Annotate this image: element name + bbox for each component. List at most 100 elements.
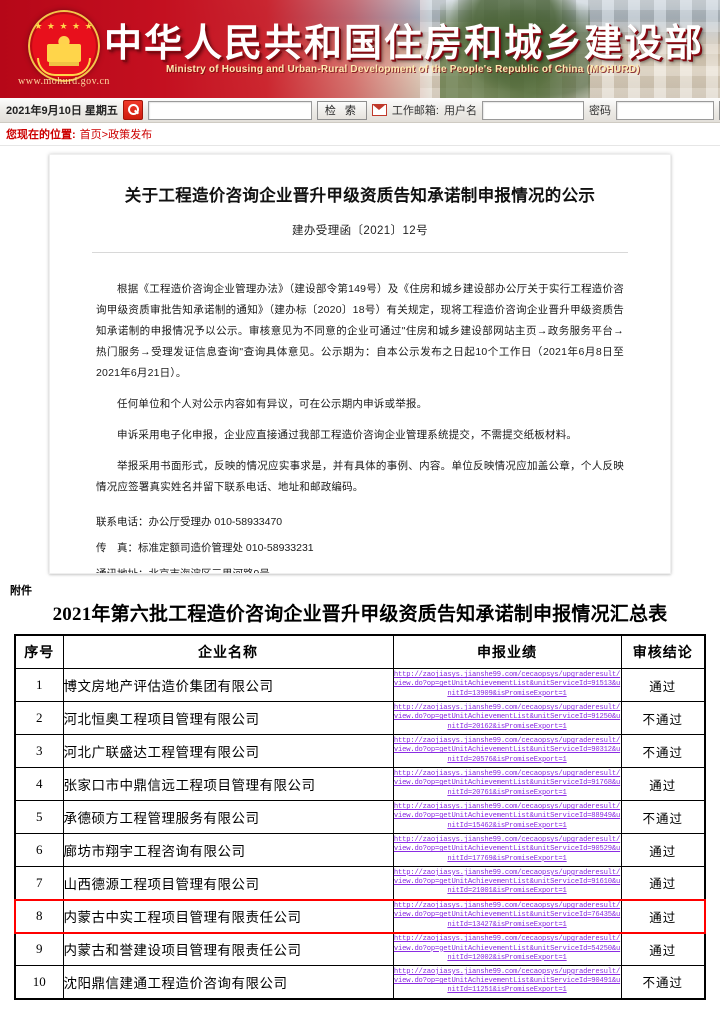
row-index-cell: 3	[14, 734, 64, 768]
magnifier-icon[interactable]	[122, 100, 143, 120]
document-paragraph-3: 申诉采用电子化申报，企业应直接通过我部工程造价咨询企业管理系统提交，不需提交纸板…	[117, 429, 578, 442]
performance-cell: http://zaojiasys.jianshe99.com/cecaopsys…	[392, 734, 622, 768]
column-header-performance: 申报业绩	[392, 634, 622, 669]
company-name-cell: 山西德源工程项目管理有限公司	[62, 866, 394, 900]
performance-link[interactable]: http://zaojiasys.jianshe99.com/cecaopsys…	[393, 671, 621, 698]
performance-cell: http://zaojiasys.jianshe99.com/cecaopsys…	[392, 800, 622, 834]
table-row: 4 张家口市中鼎信远工程项目管理有限公司 http://zaojiasys.jian…	[14, 767, 706, 801]
performance-link[interactable]: http://zaojiasys.jianshe99.com/cecaopsys…	[393, 803, 621, 830]
summary-table-body: 1 博文房地产评估造价集团有限公司 http://zaojiasys.jianshe…	[14, 668, 706, 999]
username-label: 用户名	[443, 105, 477, 117]
current-date-label: 2021年9月10日 星期五	[6, 105, 118, 117]
contact-phone: 联系电话：办公厅受理办 010-58933470	[96, 516, 283, 529]
summary-table: 序号 企业名称 申报业绩 审核结论 1 博文房地产评估造价集团有限公司 http:/…	[14, 634, 706, 1000]
document-number: 建办受理函〔2021〕12号	[292, 225, 428, 238]
performance-link[interactable]: http://zaojiasys.jianshe99.com/cecaopsys…	[393, 868, 621, 896]
emblem-wheat	[37, 58, 91, 76]
review-result-cell: 不通过	[620, 965, 706, 999]
search-button[interactable]: 检 索	[316, 100, 367, 120]
breadcrumb-label: 您现在的位置:	[6, 129, 76, 141]
review-result-cell: 通过	[620, 898, 706, 934]
search-input[interactable]	[147, 100, 312, 120]
table-row: 7 山西德源工程项目管理有限公司 http://zaojiasys.jianshe9…	[14, 866, 706, 900]
emblem-stars: ★ ★ ★ ★ ★	[34, 21, 94, 31]
document-title: 关于工程造价咨询企业晋升甲级资质告知承诺制申报情况的公示	[124, 186, 596, 205]
review-result-cell: 通过	[620, 668, 706, 702]
banner-title-chinese: 中华人民共和国住房和城乡建设部	[104, 21, 705, 65]
performance-cell: http://zaojiasys.jianshe99.com/cecaopsys…	[392, 668, 622, 702]
performance-cell: http://zaojiasys.jianshe99.com/cecaopsys…	[392, 898, 622, 934]
row-index-cell: 4	[14, 767, 64, 801]
table-header-row: 序号 企业名称 申报业绩 审核结论	[14, 634, 706, 669]
username-input[interactable]	[481, 100, 584, 120]
performance-link[interactable]: http://zaojiasys.jianshe99.com/cecaopsys…	[393, 704, 621, 731]
performance-cell: http://zaojiasys.jianshe99.com/cecaopsys…	[392, 965, 622, 999]
performance-link[interactable]: http://zaojiasys.jianshe99.com/cecaopsys…	[393, 770, 621, 797]
password-label: 密码	[588, 105, 611, 117]
contact-fax: 传 真：标准定额司造价管理处 010-58933231	[96, 542, 314, 555]
document-paragraph-1: 根据《工程造价咨询企业管理办法》（建设部令第149号）及《住房和城乡建设部办公厅…	[96, 283, 624, 380]
performance-cell: http://zaojiasys.jianshe99.com/cecaopsys…	[392, 932, 622, 966]
table-row: 8 内蒙古中实工程项目管理有限责任公司 http://zaojiasys.jians…	[14, 898, 706, 934]
review-result-cell: 通过	[620, 866, 706, 900]
performance-link[interactable]: http://zaojiasys.jianshe99.com/cecaopsys…	[393, 902, 621, 929]
site-banner: ★ ★ ★ ★ ★ www.mohurd.gov.cn 中华人民共和国住房和城乡…	[0, 0, 720, 98]
mail-icon	[371, 104, 387, 116]
top-utility-bar: 2021年9月10日 星期五 检 索 工作邮箱: 用户名 密码 登录 ↑ 设为首…	[0, 98, 720, 123]
table-row: 2 河北恒奥工程项目管理有限公司 http://zaojiasys.jianshe9…	[14, 701, 706, 735]
breadcrumb: 您现在的位置: 首页>政策发布	[0, 123, 720, 146]
review-result-cell: 不通过	[620, 800, 706, 834]
table-row: 1 博文房地产评估造价集团有限公司 http://zaojiasys.jianshe…	[14, 668, 706, 702]
table-row: 9 内蒙古和誉建设项目管理有限责任公司 http://zaojiasys.jians…	[14, 932, 706, 966]
contact-address: 通讯地址：北京市海淀区三里河路9号	[96, 564, 624, 573]
row-index-cell: 9	[14, 932, 64, 966]
document-body: 根据《工程造价咨询企业管理办法》（建设部令第149号）及《住房和城乡建设部办公厅…	[96, 279, 624, 498]
row-index-cell: 1	[14, 668, 64, 702]
performance-cell: http://zaojiasys.jianshe99.com/cecaopsys…	[392, 767, 622, 801]
company-name-cell: 承德硕方工程管理服务有限公司	[62, 800, 394, 834]
company-name-cell: 沈阳鼎信建通工程造价咨询有限公司	[62, 965, 394, 999]
performance-link[interactable]: http://zaojiasys.jianshe99.com/cecaopsys…	[393, 836, 621, 863]
column-header-name: 企业名称	[62, 634, 394, 669]
row-index-cell: 10	[14, 965, 64, 999]
review-result-cell: 通过	[620, 833, 706, 867]
performance-link[interactable]: http://zaojiasys.jianshe99.com/cecaopsys…	[393, 737, 621, 764]
attachment-title: 2021年第六批工程造价咨询企业晋升甲级资质告知承诺制申报情况汇总表	[52, 604, 668, 625]
attachment-label: 附件	[10, 585, 32, 597]
document-divider	[92, 252, 628, 254]
table-row: 10 沈阳鼎信建通工程造价咨询有限公司 http://zaojiasys.jians…	[14, 965, 706, 999]
banner-title-english: Ministry of Housing and Urban-Rural Deve…	[166, 64, 640, 75]
national-emblem-icon: ★ ★ ★ ★ ★	[28, 10, 100, 82]
review-result-cell: 不通过	[620, 701, 706, 735]
performance-cell: http://zaojiasys.jianshe99.com/cecaopsys…	[392, 866, 622, 900]
company-name-cell: 内蒙古中实工程项目管理有限责任公司	[62, 898, 394, 934]
company-name-cell: 河北广联盛达工程管理有限公司	[62, 734, 394, 768]
review-result-cell: 通过	[620, 767, 706, 801]
work-mail-label: 工作邮箱:	[391, 105, 439, 117]
company-name-cell: 廊坊市翔宇工程咨询有限公司	[62, 833, 394, 867]
table-row: 3 河北广联盛达工程管理有限公司 http://zaojiasys.jianshe9…	[14, 734, 706, 768]
performance-link[interactable]: http://zaojiasys.jianshe99.com/cecaopsys…	[393, 935, 621, 962]
summary-table-wrapper: 序号 企业名称 申报业绩 审核结论 1 博文房地产评估造价集团有限公司 http:/…	[0, 634, 720, 1000]
company-name-cell: 内蒙古和誉建设项目管理有限责任公司	[62, 932, 394, 966]
document-contacts: 联系电话：办公厅受理办 010-58933470 传 真：标准定额司造价管理处 …	[96, 512, 624, 573]
performance-link[interactable]: http://zaojiasys.jianshe99.com/cecaopsys…	[393, 967, 621, 995]
row-index-cell: 5	[14, 800, 64, 834]
review-result-cell: 通过	[620, 932, 706, 966]
company-name-cell: 张家口市中鼎信远工程项目管理有限公司	[62, 767, 394, 801]
login-button[interactable]: 登录	[718, 100, 720, 120]
banner-site-url: www.mohurd.gov.cn	[18, 76, 110, 87]
row-index-cell: 8	[14, 898, 64, 934]
row-index-cell: 6	[14, 833, 64, 867]
table-row: 6 廊坊市翔宇工程咨询有限公司 http://zaojiasys.jianshe99…	[14, 833, 706, 867]
breadcrumb-path[interactable]: 首页>政策发布	[79, 129, 153, 141]
column-header-result: 审核结论	[620, 634, 706, 669]
row-index-cell: 2	[14, 701, 64, 735]
password-input[interactable]	[615, 100, 714, 120]
document-paragraph-2: 任何单位和个人对公示内容如有异议，可在公示期内申诉或举报。	[117, 398, 428, 411]
performance-cell: http://zaojiasys.jianshe99.com/cecaopsys…	[392, 701, 622, 735]
review-result-cell: 不通过	[620, 734, 706, 768]
performance-cell: http://zaojiasys.jianshe99.com/cecaopsys…	[392, 833, 622, 867]
company-name-cell: 博文房地产评估造价集团有限公司	[62, 668, 394, 702]
table-row: 5 承德硕方工程管理服务有限公司 http://zaojiasys.jianshe9…	[14, 800, 706, 834]
